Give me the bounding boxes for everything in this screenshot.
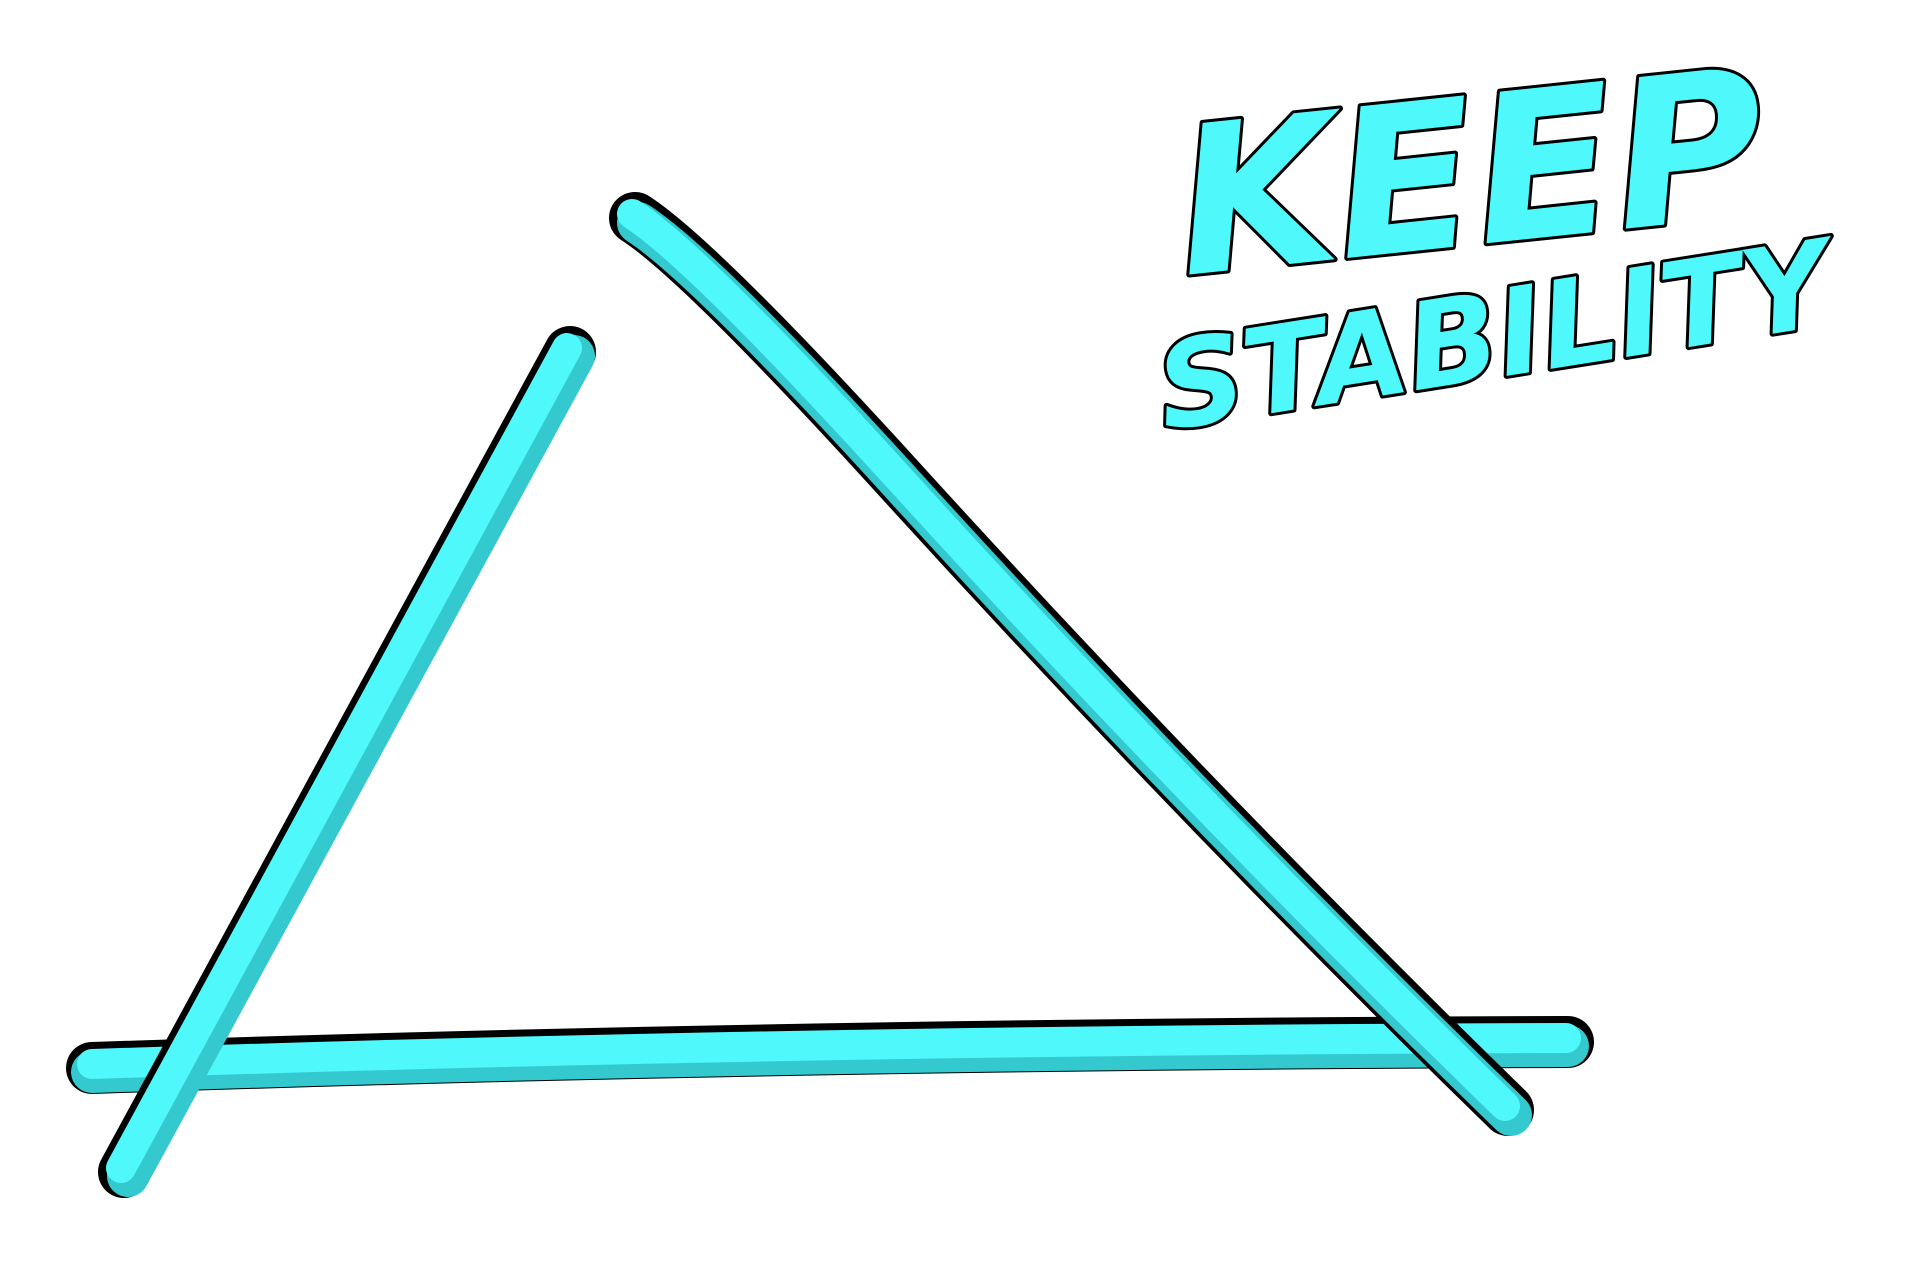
slogan: KEEP STABILITY [1145,22,1853,461]
left-stick [98,326,596,1198]
bottom-stick [66,1016,1594,1094]
right-stick [609,192,1534,1136]
